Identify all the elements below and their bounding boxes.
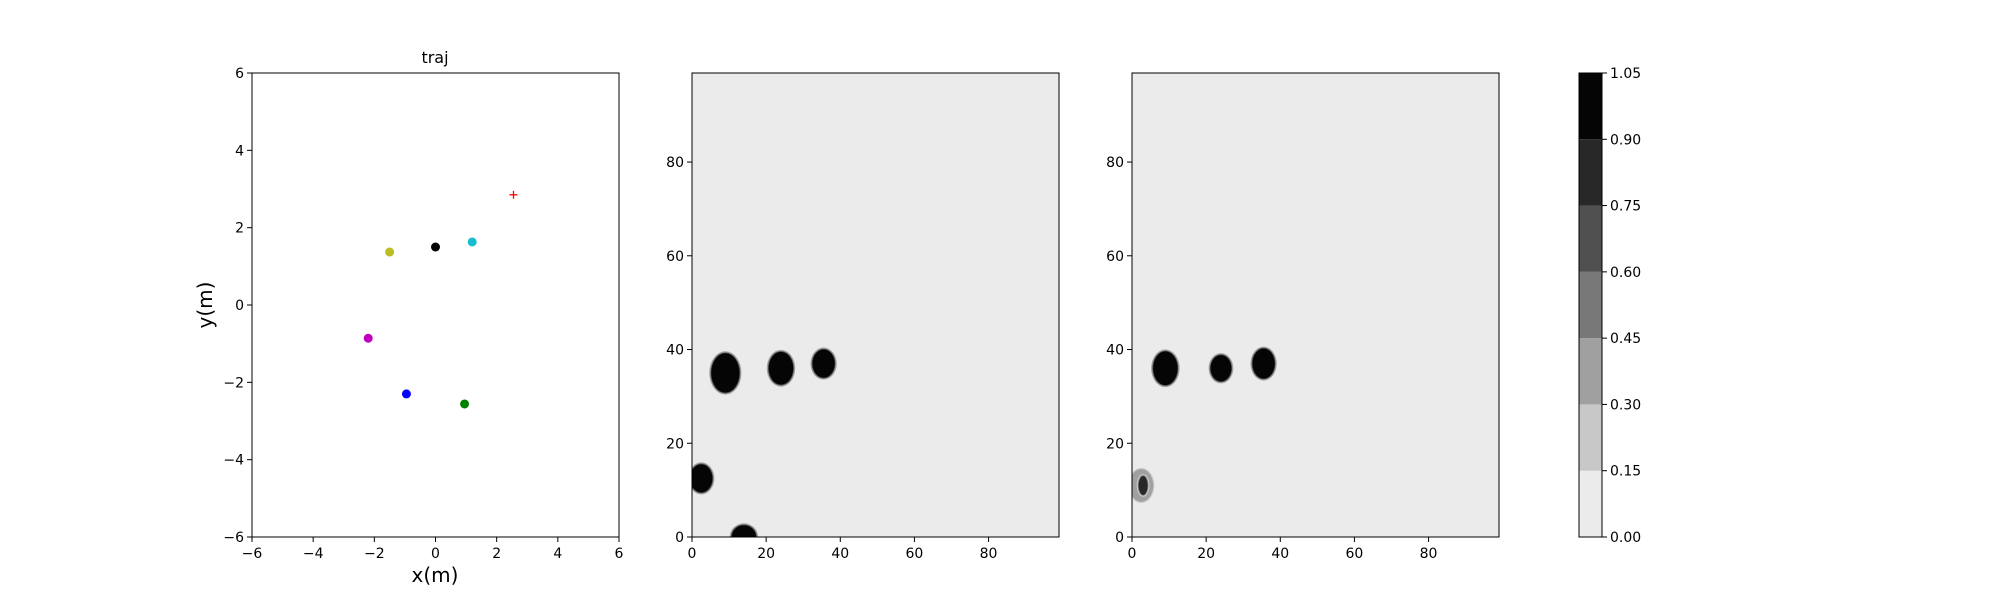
y-tick-label: 80 <box>666 155 684 171</box>
colorbar: 0.00 0.15 0.30 0.45 0.60 0.75 0.90 1.05 <box>1578 66 1641 546</box>
x-tick-label: 60 <box>1346 546 1364 562</box>
occupancy-map-2-blobs <box>1132 346 1277 503</box>
trajectory-points <box>363 190 518 409</box>
x-tick-label: 20 <box>757 546 775 562</box>
colorbar-tick-label: 1.05 <box>1610 66 1641 82</box>
colorbar-band <box>1579 139 1602 206</box>
obstacle-blob <box>711 353 740 393</box>
x-tick-label: 40 <box>1271 546 1289 562</box>
colorbar-tick-label: 0.15 <box>1610 464 1641 480</box>
colorbar-band <box>1579 205 1602 272</box>
x-tick-label: 4 <box>553 546 562 562</box>
colorbar-tick-label: 0.90 <box>1610 132 1641 148</box>
colorbar-band <box>1579 470 1602 537</box>
colorbar-tick-label: 0.45 <box>1610 331 1641 347</box>
y-tick-label: 4 <box>235 143 244 159</box>
x-tick-label: 0 <box>1128 546 1137 562</box>
agent-point <box>401 389 411 399</box>
y-tick-label: 80 <box>1106 155 1124 171</box>
occupancy-map-1-blobs <box>692 347 837 537</box>
x-tick-label: 6 <box>615 546 624 562</box>
occupancy-map-2-background <box>1132 73 1499 537</box>
goal-marker <box>509 190 518 199</box>
agent-point <box>431 242 440 252</box>
x-tick-label: 0 <box>688 546 697 562</box>
x-tick-label: 2 <box>492 546 501 562</box>
colorbar-frame <box>1578 72 1603 538</box>
x-tick-label: 40 <box>831 546 849 562</box>
obstacle-blob <box>812 349 835 378</box>
y-tick-label: 0 <box>675 530 684 546</box>
obstacle-blob <box>692 464 713 493</box>
occupancy-map-1-ticks: 0 20 40 60 80 0 20 40 60 80 <box>666 155 997 562</box>
agent-point <box>385 247 395 257</box>
agent-point <box>460 399 470 409</box>
colorbar-band <box>1579 338 1602 405</box>
colorbar-bands <box>1579 73 1602 537</box>
trajectory-plot-frame <box>251 72 620 538</box>
colorbar-tick-label: 0.75 <box>1610 199 1641 215</box>
obstacle-blob <box>1210 355 1232 382</box>
x-tick-label: 20 <box>1197 546 1215 562</box>
x-tick-label: 60 <box>906 546 924 562</box>
agent-point <box>363 333 373 343</box>
occupancy-map-2-frame <box>1131 72 1500 538</box>
y-tick-label: 20 <box>666 436 684 452</box>
y-tick-label: 60 <box>666 249 684 265</box>
trajectory-ticks: −6 −4 −2 0 2 4 6 −6 −4 −2 0 2 4 6 <box>223 66 623 562</box>
colorbar-tick-label: 0.60 <box>1610 265 1641 281</box>
colorbar-tick-label: 0.30 <box>1610 397 1641 413</box>
y-tick-label: 2 <box>235 221 244 237</box>
y-tick-label: 0 <box>235 298 244 314</box>
colorbar-band <box>1579 73 1602 140</box>
obstacle-blob <box>1252 348 1275 379</box>
x-tick-label: 0 <box>431 546 440 562</box>
y-tick-label: −4 <box>223 453 244 469</box>
y-tick-label: 40 <box>1106 343 1124 359</box>
obstacle-blob <box>1138 476 1148 495</box>
colorbar-band <box>1579 404 1602 471</box>
obstacle-blob <box>768 351 794 385</box>
x-tick-label: −2 <box>364 546 385 562</box>
colorbar-ticks: 0.00 0.15 0.30 0.45 0.60 0.75 0.90 1.05 <box>1602 66 1641 546</box>
agent-point <box>467 237 477 247</box>
obstacle-blob <box>731 525 757 537</box>
occupancy-map-2-ticks: 0 20 40 60 80 0 20 40 60 80 <box>1106 155 1437 562</box>
x-tick-label: 80 <box>1420 546 1438 562</box>
occupancy-map-1: 0 20 40 60 80 0 20 40 60 80 <box>666 72 1060 562</box>
colorbar-tick-label: 0.00 <box>1610 530 1641 546</box>
y-tick-label: −6 <box>223 530 244 546</box>
y-tick-label: 0 <box>1115 530 1124 546</box>
trajectory-plot: traj −6 −4 −2 0 2 4 6 −6 −4 −2 0 2 4 6 x(m) y(m) <box>193 48 624 587</box>
y-tick-label: 40 <box>666 343 684 359</box>
colorbar-band <box>1579 271 1602 339</box>
occupancy-map-1-frame <box>691 72 1060 538</box>
occupancy-map-1-background <box>692 73 1059 537</box>
y-axis-label: y(m) <box>193 282 217 329</box>
occupancy-map-2: 0 20 40 60 80 0 20 40 60 80 <box>1106 72 1500 562</box>
x-axis-label: x(m) <box>412 563 459 587</box>
x-tick-label: −4 <box>303 546 324 562</box>
y-tick-label: 60 <box>1106 249 1124 265</box>
y-tick-label: 20 <box>1106 436 1124 452</box>
x-tick-label: −6 <box>242 546 263 562</box>
trajectory-plot-title: traj <box>421 48 448 67</box>
y-tick-label: −2 <box>223 375 244 391</box>
y-tick-label: 6 <box>235 66 244 82</box>
obstacle-blob <box>1153 351 1178 386</box>
x-tick-label: 80 <box>980 546 998 562</box>
